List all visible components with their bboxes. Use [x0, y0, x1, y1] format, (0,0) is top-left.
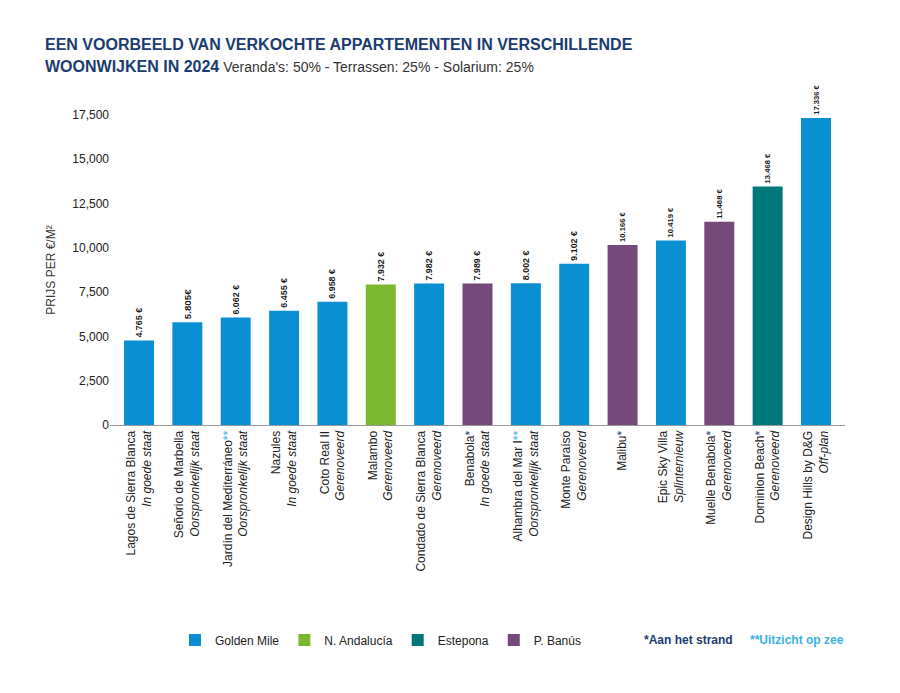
svg-text:7.932 €: 7.932 € — [376, 252, 386, 282]
svg-text:P. Banús: P. Banús — [534, 634, 581, 648]
svg-text:Condado de Sierra BlancaGereno: Condado de Sierra BlancaGerenoveerd — [414, 430, 444, 571]
svg-text:2,500: 2,500 — [79, 374, 109, 388]
svg-text:13.468 €: 13.468 € — [763, 153, 772, 183]
svg-text:Muelle Benabola*Gerenoveerd: Muelle Benabola*Gerenoveerd — [704, 430, 734, 524]
svg-text:Jardín del Mediterráneo**Oorsp: Jardín del Mediterráneo**Oorspronkelijk … — [221, 430, 251, 567]
svg-text:6.958 €: 6.958 € — [327, 269, 337, 299]
svg-text:10,000: 10,000 — [72, 241, 109, 255]
svg-text:Monte ParaísoGerenoveerd: Monte ParaísoGerenoveerd — [559, 430, 589, 508]
svg-text:0: 0 — [102, 418, 109, 432]
svg-text:NazulesIn goede staat: NazulesIn goede staat — [269, 430, 299, 507]
svg-text:7.989 €: 7.989 € — [472, 251, 482, 281]
svg-text:6.455 €: 6.455 € — [279, 278, 289, 308]
svg-text:5.805€: 5.805€ — [182, 289, 193, 319]
svg-text:Alhambra del Mar I**Oorspronke: Alhambra del Mar I**Oorspronkelijk staat — [511, 430, 541, 541]
svg-text:7.982 €: 7.982 € — [424, 251, 434, 281]
svg-text:11.468 €: 11.468 € — [715, 188, 724, 218]
svg-text:Dominion Beach*Gerenoveerd: Dominion Beach*Gerenoveerd — [753, 430, 783, 523]
svg-text:9.102 €: 9.102 € — [569, 231, 579, 261]
svg-text:6.062 €: 6.062 € — [231, 285, 241, 315]
svg-text:15,000: 15,000 — [72, 152, 109, 166]
svg-text:Estepona: Estepona — [438, 634, 489, 648]
svg-text:7,500: 7,500 — [79, 285, 109, 299]
svg-text:N. Andalucía: N. Andalucía — [324, 634, 392, 648]
svg-text:*Aan het strand: *Aan het strand — [644, 633, 733, 647]
svg-text:Malibu*: Malibu* — [615, 430, 629, 470]
svg-text:MalamboGerenoveerd: MalamboGerenoveerd — [366, 430, 396, 500]
svg-text:**Uitzicht op zee: **Uitzicht op zee — [750, 633, 844, 647]
svg-text:Señorio de MarbellaOorspronkel: Señorio de MarbellaOorspronkelijk staat — [172, 430, 202, 538]
svg-text:10.419 €: 10.419 € — [666, 207, 675, 237]
svg-text:12,500: 12,500 — [72, 197, 109, 211]
html-text:EEN VOORBEELD VAN VERKOCHTE AP: EEN VOORBEELD VAN VERKOCHTE APPARTEMENTE… — [45, 36, 633, 75]
svg-text:Golden Mile: Golden Mile — [215, 634, 279, 648]
svg-text:Benabola*In goede staat: Benabola*In goede staat — [463, 430, 493, 507]
svg-text:Design Hills by D&GOff-plan: Design Hills by D&GOff-plan — [801, 430, 831, 539]
svg-text:PRIJS PER €/M²: PRIJS PER €/M² — [44, 225, 58, 314]
svg-text:8.002 €: 8.002 € — [521, 250, 531, 280]
svg-text:17.336 €: 17.336 € — [812, 84, 821, 114]
svg-text:Lagos de Sierra BlancaIn goede: Lagos de Sierra BlancaIn goede staat — [124, 430, 154, 555]
svg-text:10.166 €: 10.166 € — [618, 211, 627, 241]
svg-text:Epic Sky VillaSplinternieuw: Epic Sky VillaSplinternieuw — [656, 429, 686, 503]
svg-text:5,000: 5,000 — [79, 330, 109, 344]
svg-text:17,500: 17,500 — [72, 108, 109, 122]
svg-text:4.765 €: 4.765 € — [134, 308, 144, 338]
svg-text:Coto Real IIGerenoveerd: Coto Real IIGerenoveerd — [318, 430, 348, 500]
